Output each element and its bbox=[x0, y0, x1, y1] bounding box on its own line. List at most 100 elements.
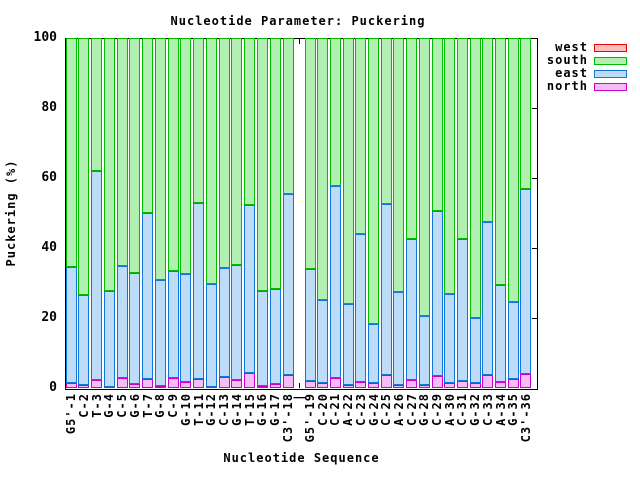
x-tick-label: C-21 bbox=[328, 393, 343, 426]
bar-segment-south bbox=[231, 38, 243, 266]
x-tick-label: G-6 bbox=[127, 393, 142, 418]
bar-segment-south bbox=[469, 38, 481, 318]
bar-T-15 bbox=[244, 38, 256, 388]
bar-segment-south bbox=[342, 38, 354, 305]
bar-segment-south bbox=[520, 38, 532, 190]
bar-segment-east bbox=[342, 304, 354, 385]
x-tick-label: C-27 bbox=[404, 393, 419, 426]
bar-segment-north bbox=[256, 385, 268, 388]
bar-segment-east bbox=[167, 271, 179, 378]
bar-segment-east bbox=[78, 295, 90, 385]
x-tick-label: T-15 bbox=[242, 393, 257, 426]
bar-segment-south bbox=[193, 38, 205, 204]
bar-segment-east bbox=[154, 279, 166, 386]
bar-C-29 bbox=[431, 38, 443, 388]
bar-segment-south bbox=[205, 38, 217, 285]
bar-C-21 bbox=[329, 38, 341, 388]
legend-swatch-south bbox=[594, 57, 627, 65]
bar-segment-north bbox=[282, 375, 294, 388]
legend-item-east: east bbox=[540, 67, 640, 80]
bar-segment-north bbox=[129, 383, 141, 388]
bar-segment-east bbox=[507, 302, 519, 380]
bar-segment-north bbox=[218, 377, 230, 388]
bar-G-32 bbox=[469, 38, 481, 388]
x-tick-label: T-3 bbox=[89, 393, 104, 418]
bar-G-16 bbox=[256, 38, 268, 388]
bar-segment-north bbox=[317, 383, 329, 388]
bar-segment-east bbox=[231, 265, 243, 380]
legend-label: west bbox=[555, 40, 588, 54]
x-tick-label: C-13 bbox=[217, 393, 232, 426]
bar-segment-east bbox=[355, 234, 367, 383]
bar-segment-east bbox=[65, 266, 77, 383]
x-tick-label: G-10 bbox=[178, 393, 193, 426]
x-tick-label: C-20 bbox=[315, 393, 330, 426]
bar-segment-south bbox=[355, 38, 367, 235]
bar-segment-south bbox=[282, 38, 294, 195]
y-tick-label: 0 bbox=[49, 380, 57, 395]
bar-segment-north bbox=[231, 379, 243, 388]
bar-segment-east bbox=[431, 210, 443, 377]
bar-segment-north bbox=[456, 381, 468, 388]
bar-segment-north bbox=[482, 375, 494, 388]
bar-segment-east bbox=[142, 212, 154, 379]
bar-segment-east bbox=[520, 189, 532, 374]
bar-segment-south bbox=[244, 38, 256, 206]
bar-segment-north bbox=[244, 372, 256, 388]
bar-segment-north bbox=[78, 384, 90, 388]
legend-item-west: west bbox=[540, 41, 640, 54]
bar-segment-north bbox=[180, 382, 192, 388]
bar-G5'-19 bbox=[304, 38, 316, 388]
legend-item-south: south bbox=[540, 54, 640, 67]
bar-segment-south bbox=[180, 38, 192, 274]
x-tick-label: G-16 bbox=[255, 393, 270, 426]
bar-segment-south bbox=[368, 38, 379, 324]
bar-G5'-1 bbox=[65, 38, 77, 388]
bar-G-6 bbox=[129, 38, 141, 388]
bar-G-8 bbox=[154, 38, 166, 388]
bar-segment-east bbox=[482, 222, 494, 376]
bar-T-3 bbox=[91, 38, 103, 388]
bar-segment-east bbox=[304, 268, 316, 381]
legend-label: south bbox=[546, 53, 588, 67]
separator-tick-mark bbox=[298, 383, 300, 388]
x-tick-label: C-23 bbox=[353, 393, 368, 426]
bar-A-22 bbox=[342, 38, 354, 388]
bar-segment-south bbox=[444, 38, 456, 294]
bar-segment-north bbox=[304, 381, 316, 388]
bar-segment-east bbox=[368, 323, 379, 384]
bar-segment-east bbox=[129, 272, 141, 384]
y-tick-label: 20 bbox=[41, 310, 57, 325]
bar-segment-east bbox=[317, 300, 329, 384]
bar-segment-north bbox=[393, 384, 405, 388]
bar-A-30 bbox=[444, 38, 456, 388]
bar-segment-north bbox=[65, 382, 77, 388]
bar-G-35 bbox=[507, 38, 519, 388]
bar-G-14 bbox=[231, 38, 243, 388]
bar-segment-north bbox=[116, 377, 128, 388]
y-tick-label: 40 bbox=[41, 240, 57, 255]
bar-segment-north bbox=[520, 373, 532, 388]
legend-swatch-north bbox=[594, 83, 627, 91]
bar-C-33 bbox=[482, 38, 494, 388]
x-tick-label: C-9 bbox=[166, 393, 181, 418]
bar-segment-north bbox=[342, 384, 354, 388]
bar-segment-south bbox=[456, 38, 468, 240]
bar-segment-south bbox=[329, 38, 341, 187]
x-tick-label: A-34 bbox=[493, 393, 508, 426]
bar-C3'-36 bbox=[520, 38, 532, 388]
bar-C3'-18 bbox=[282, 38, 294, 388]
bar-segment-north bbox=[368, 383, 379, 388]
x-tick-label: C-33 bbox=[480, 393, 495, 426]
bar-segment-east bbox=[469, 318, 481, 383]
bar-G-28 bbox=[418, 38, 430, 388]
bar-segment-east bbox=[495, 284, 506, 382]
bar-segment-east bbox=[193, 203, 205, 380]
bar-T-7 bbox=[142, 38, 154, 388]
bar-segment-north bbox=[142, 378, 154, 388]
bar-segment-north bbox=[380, 375, 392, 388]
x-tick-separator-label: | bbox=[291, 393, 306, 402]
x-tick-label: T-11 bbox=[191, 393, 206, 426]
x-tick-label: G-4 bbox=[102, 393, 117, 418]
bar-segment-south bbox=[142, 38, 154, 213]
